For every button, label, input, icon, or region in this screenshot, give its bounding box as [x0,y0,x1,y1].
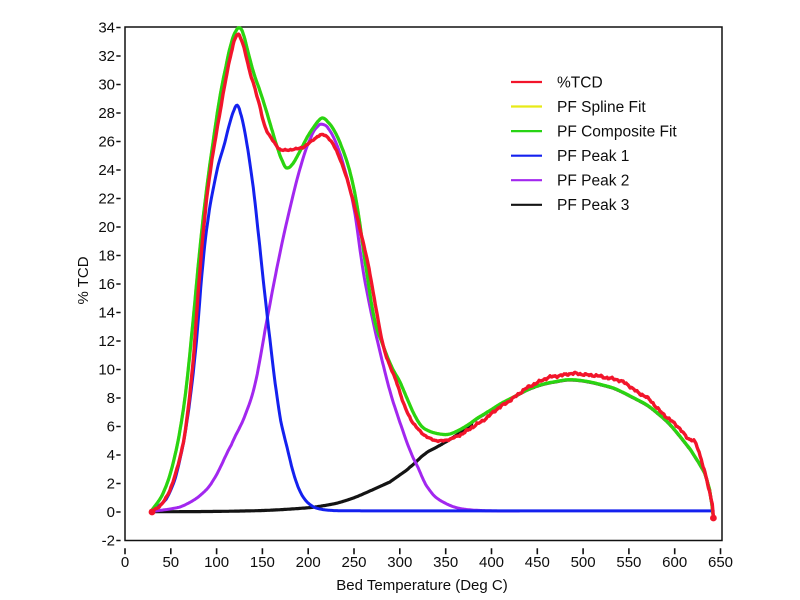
svg-text:0: 0 [107,504,115,521]
svg-text:2: 2 [107,476,115,493]
svg-text:Bed Temperature (Deg C): Bed Temperature (Deg C) [336,577,507,594]
svg-text:PF Peak 2: PF Peak 2 [557,173,629,190]
svg-text:300: 300 [387,554,412,571]
svg-text:0: 0 [121,554,129,571]
svg-text:400: 400 [479,554,504,571]
svg-text:450: 450 [525,554,550,571]
svg-text:PF Composite Fit: PF Composite Fit [557,124,677,141]
svg-text:350: 350 [433,554,458,571]
svg-text:20: 20 [98,219,115,236]
svg-text:100: 100 [204,554,229,571]
svg-text:PF Peak 1: PF Peak 1 [557,148,629,165]
svg-text:650: 650 [708,554,733,571]
svg-text:10: 10 [98,362,115,379]
svg-text:34: 34 [98,20,115,37]
svg-text:500: 500 [571,554,596,571]
svg-text:% TCD: % TCD [75,256,92,304]
svg-text:PF Peak 3: PF Peak 3 [557,197,629,214]
svg-text:28: 28 [98,105,115,122]
svg-text:%TCD: %TCD [557,75,603,92]
svg-text:30: 30 [98,77,115,94]
svg-text:24: 24 [98,162,115,179]
svg-text:16: 16 [98,276,115,293]
svg-text:600: 600 [662,554,687,571]
svg-text:PF Spline Fit: PF Spline Fit [557,99,646,116]
svg-text:6: 6 [107,419,115,436]
svg-text:200: 200 [296,554,321,571]
svg-text:8: 8 [107,390,115,407]
svg-text:250: 250 [341,554,366,571]
svg-text:150: 150 [250,554,275,571]
svg-text:12: 12 [98,333,115,350]
svg-text:32: 32 [98,48,115,65]
svg-text:22: 22 [98,191,115,208]
svg-text:4: 4 [107,447,115,464]
svg-text:18: 18 [98,248,115,265]
svg-text:14: 14 [98,305,115,322]
svg-text:-2: -2 [102,533,115,550]
svg-text:50: 50 [162,554,179,571]
svg-text:26: 26 [98,134,115,151]
svg-text:550: 550 [616,554,641,571]
